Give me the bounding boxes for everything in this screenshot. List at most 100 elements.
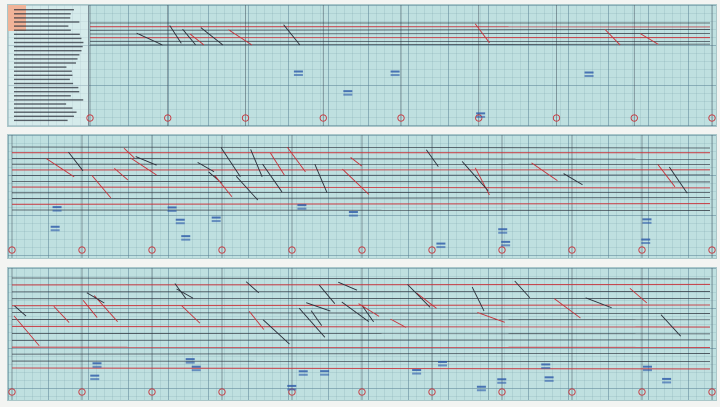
pencil-note: [167, 209, 177, 212]
train-path: [68, 151, 84, 172]
timetable-strip-2: [8, 135, 716, 258]
train-path: [136, 32, 163, 46]
pencil-note: [497, 381, 507, 384]
train-path: [350, 157, 362, 167]
hour-circle-mark: [568, 388, 576, 396]
train-path: [338, 281, 358, 291]
train-path: [361, 305, 374, 323]
train-path: [248, 311, 265, 330]
pencil-note: [90, 378, 100, 381]
pencil-note: [191, 365, 201, 368]
hour-circle-mark: [708, 246, 716, 254]
legend-entry: [14, 25, 69, 27]
station-line: [89, 33, 711, 35]
pencil-note: [390, 70, 400, 73]
train-path: [14, 305, 27, 317]
pencil-note: [287, 388, 297, 391]
train-path: [135, 156, 157, 166]
pencil-note: [52, 209, 62, 212]
pencil-note: [662, 377, 672, 380]
train-path: [174, 283, 187, 299]
hour-circle-mark: [78, 246, 86, 254]
station-line: [11, 203, 711, 205]
hour-circle-mark: [358, 388, 366, 396]
train-path: [407, 284, 431, 308]
hour-circle-mark: [319, 114, 327, 122]
train-path: [286, 146, 306, 173]
train-path: [358, 303, 380, 317]
train-path: [474, 23, 490, 44]
hour-circle-mark: [638, 388, 646, 396]
train-path: [314, 164, 328, 193]
train-path: [130, 157, 157, 176]
pencil-note: [436, 242, 446, 245]
train-path: [200, 27, 224, 46]
train-path: [657, 164, 676, 188]
pencil-note: [181, 238, 191, 241]
train-path: [91, 175, 112, 199]
train-path: [245, 281, 260, 294]
pencil-note: [476, 115, 486, 118]
pencil-note: [642, 221, 652, 224]
hour-circle-mark: [148, 246, 156, 254]
pencil-note: [50, 229, 60, 232]
hour-circle-mark: [288, 246, 296, 254]
train-path: [425, 149, 439, 167]
train-path: [341, 301, 370, 322]
legend-entry: [14, 54, 80, 56]
pencil-note: [297, 207, 307, 210]
hour-circle-mark: [428, 388, 436, 396]
legend-entry: [14, 86, 79, 89]
train-path: [604, 29, 621, 46]
legend-entry: [14, 91, 80, 93]
pencil-note: [343, 93, 353, 96]
train-path: [46, 158, 75, 178]
station-line: [11, 325, 711, 328]
pencil-note: [412, 369, 422, 372]
pencil-note: [541, 363, 551, 366]
legend-entry: [14, 21, 80, 23]
legend-entry: [14, 66, 67, 68]
train-path: [182, 28, 197, 46]
legend-entry: [14, 78, 70, 81]
hour-circle-mark: [148, 388, 156, 396]
train-path: [283, 24, 301, 46]
legend-entry: [14, 103, 67, 105]
pencil-note: [50, 225, 60, 228]
legend-entry: [14, 99, 84, 101]
timetable-strip-1: [8, 5, 716, 126]
pencil-note: [348, 211, 358, 214]
pencil-note: [390, 74, 400, 77]
hour-circle-mark: [397, 114, 405, 122]
train-path: [563, 173, 583, 186]
train-path: [197, 161, 215, 173]
legend-entry: [14, 13, 71, 15]
hour-circle-mark: [568, 246, 576, 254]
hour-circle-mark: [8, 246, 16, 254]
train-path: [474, 167, 490, 196]
pencil-note: [175, 222, 185, 225]
station-legend: [8, 5, 89, 126]
train-path: [262, 163, 283, 193]
train-path: [310, 310, 323, 326]
pencil-note: [476, 112, 486, 115]
pencil-note: [662, 381, 672, 384]
legend-entry: [14, 45, 83, 48]
station-line: [11, 312, 711, 314]
train-path: [250, 149, 263, 177]
train-path: [531, 162, 558, 181]
pencil-note: [52, 206, 62, 209]
hour-circle-mark: [638, 246, 646, 254]
hour-circle-mark: [218, 246, 226, 254]
pencil-note: [298, 370, 308, 373]
pencil-note: [501, 244, 511, 247]
legend-entry: [14, 107, 73, 109]
train-path: [477, 312, 505, 323]
legend-entry: [14, 115, 74, 117]
pencil-note: [185, 358, 195, 361]
pencil-note: [287, 384, 297, 387]
station-line: [11, 158, 711, 160]
hour-circle-mark: [708, 388, 716, 396]
hour-circle-mark: [164, 114, 172, 122]
